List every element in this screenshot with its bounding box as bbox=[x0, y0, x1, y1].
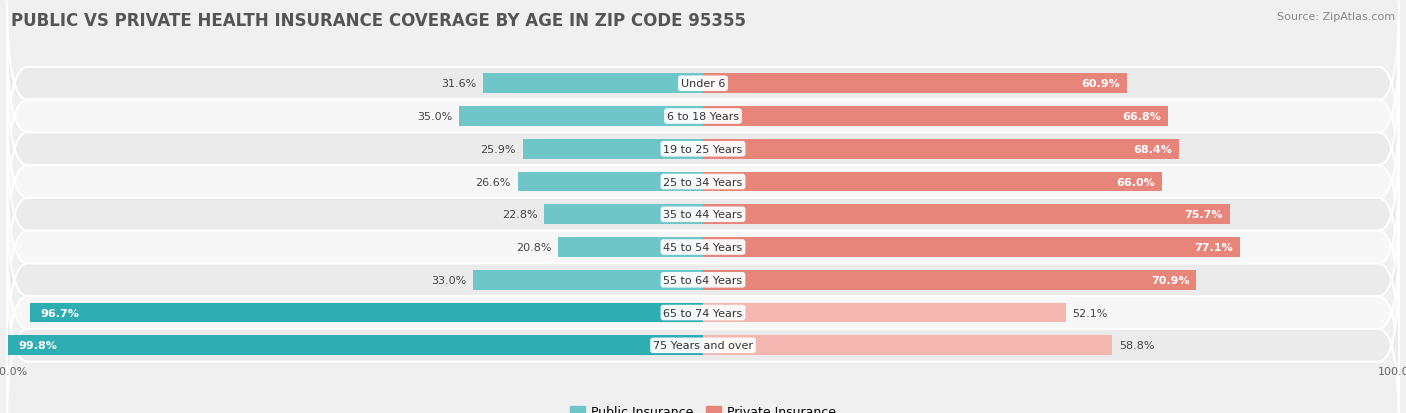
Text: 77.1%: 77.1% bbox=[1194, 242, 1233, 252]
Bar bbox=[517, 172, 703, 192]
FancyBboxPatch shape bbox=[7, 2, 1399, 166]
Bar bbox=[474, 271, 703, 290]
Text: 58.8%: 58.8% bbox=[1119, 340, 1154, 351]
Text: 22.8%: 22.8% bbox=[502, 210, 537, 220]
FancyBboxPatch shape bbox=[7, 198, 1399, 362]
Bar bbox=[30, 303, 703, 323]
Text: 19 to 25 Years: 19 to 25 Years bbox=[664, 145, 742, 154]
Text: Source: ZipAtlas.com: Source: ZipAtlas.com bbox=[1277, 12, 1395, 22]
Text: 96.7%: 96.7% bbox=[41, 308, 79, 318]
Bar bbox=[484, 74, 703, 94]
Bar bbox=[703, 205, 1230, 225]
FancyBboxPatch shape bbox=[7, 264, 1399, 413]
Bar bbox=[558, 237, 703, 257]
Text: 75 Years and over: 75 Years and over bbox=[652, 340, 754, 351]
Text: 26.6%: 26.6% bbox=[475, 177, 510, 187]
Text: 75.7%: 75.7% bbox=[1184, 210, 1223, 220]
Bar bbox=[703, 172, 1163, 192]
Text: 60.9%: 60.9% bbox=[1081, 79, 1121, 89]
Bar bbox=[703, 271, 1197, 290]
Text: 99.8%: 99.8% bbox=[18, 340, 58, 351]
Text: 52.1%: 52.1% bbox=[1073, 308, 1108, 318]
FancyBboxPatch shape bbox=[7, 133, 1399, 297]
Text: Under 6: Under 6 bbox=[681, 79, 725, 89]
Text: PUBLIC VS PRIVATE HEALTH INSURANCE COVERAGE BY AGE IN ZIP CODE 95355: PUBLIC VS PRIVATE HEALTH INSURANCE COVER… bbox=[11, 12, 747, 30]
Text: 66.0%: 66.0% bbox=[1116, 177, 1156, 187]
Text: 45 to 54 Years: 45 to 54 Years bbox=[664, 242, 742, 252]
Text: 35 to 44 Years: 35 to 44 Years bbox=[664, 210, 742, 220]
Bar bbox=[703, 107, 1168, 126]
Bar bbox=[703, 336, 1112, 355]
Bar bbox=[460, 107, 703, 126]
Bar bbox=[703, 237, 1240, 257]
Text: 35.0%: 35.0% bbox=[418, 112, 453, 122]
Text: 25 to 34 Years: 25 to 34 Years bbox=[664, 177, 742, 187]
Bar bbox=[544, 205, 703, 225]
Text: 65 to 74 Years: 65 to 74 Years bbox=[664, 308, 742, 318]
Bar bbox=[703, 303, 1066, 323]
Text: 25.9%: 25.9% bbox=[481, 145, 516, 154]
Bar bbox=[523, 140, 703, 159]
Text: 55 to 64 Years: 55 to 64 Years bbox=[664, 275, 742, 285]
FancyBboxPatch shape bbox=[7, 231, 1399, 394]
Legend: Public Insurance, Private Insurance: Public Insurance, Private Insurance bbox=[565, 400, 841, 413]
Bar bbox=[703, 74, 1126, 94]
Text: 20.8%: 20.8% bbox=[516, 242, 551, 252]
FancyBboxPatch shape bbox=[7, 68, 1399, 231]
FancyBboxPatch shape bbox=[7, 100, 1399, 264]
Text: 66.8%: 66.8% bbox=[1122, 112, 1161, 122]
Text: 31.6%: 31.6% bbox=[441, 79, 477, 89]
Text: 33.0%: 33.0% bbox=[432, 275, 467, 285]
Text: 70.9%: 70.9% bbox=[1152, 275, 1189, 285]
Bar bbox=[8, 336, 703, 355]
FancyBboxPatch shape bbox=[7, 166, 1399, 329]
Text: 6 to 18 Years: 6 to 18 Years bbox=[666, 112, 740, 122]
FancyBboxPatch shape bbox=[7, 35, 1399, 198]
Text: 68.4%: 68.4% bbox=[1133, 145, 1173, 154]
Bar bbox=[703, 140, 1180, 159]
